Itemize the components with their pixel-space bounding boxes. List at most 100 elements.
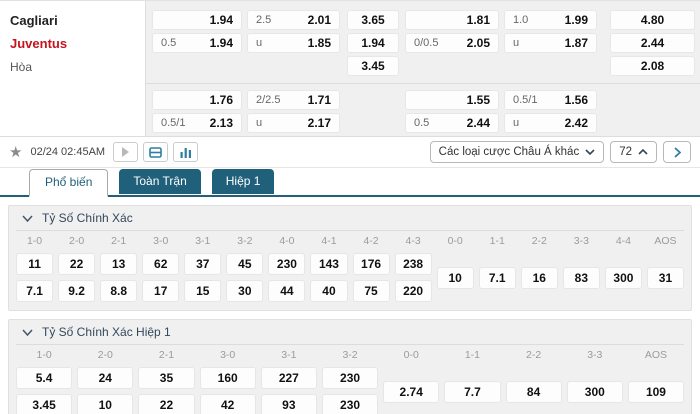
score-odds-cell[interactable]: 8.8 xyxy=(100,280,138,302)
odds-cell-over-under[interactable]: 2.5 2.01 xyxy=(247,10,340,30)
odds-cell-1x2[interactable]: 2.08 xyxy=(610,56,695,76)
score-odds-cell[interactable]: 17 xyxy=(142,280,180,302)
score-odds-cell[interactable]: 22 xyxy=(138,394,195,414)
score-odds-cell[interactable]: 84 xyxy=(505,380,562,403)
odds-cell-over-under[interactable]: 0.5/1 1.56 xyxy=(504,90,597,110)
odds-cell-handicap[interactable]: 0/0.5 2.05 xyxy=(405,33,499,53)
score-odds-cell[interactable]: 22 xyxy=(58,253,96,275)
stats-button[interactable] xyxy=(173,142,199,162)
score-odds-cell[interactable]: 109 xyxy=(627,380,685,403)
score-odds-cell[interactable]: 44 xyxy=(268,280,306,302)
score-odds-cell[interactable]: 230 xyxy=(268,253,306,275)
odds-cell-handicap[interactable]: 0.5/1 2.13 xyxy=(152,113,242,133)
odds-cell-handicap[interactable]: 1.76 xyxy=(152,90,242,110)
score-cell-wrap: 2.74 xyxy=(383,367,440,414)
score-odds-cell[interactable]: 2.74 xyxy=(383,380,440,403)
score-grid: 1-0 5.4 3.45 2-0 24 10 2-1 35 22 3-0 160… xyxy=(16,349,685,414)
score-odds-cell[interactable]: 16 xyxy=(520,266,558,289)
odds-cell-handicap[interactable]: 0.5 2.44 xyxy=(405,113,499,133)
score-odds-cell[interactable]: 62 xyxy=(142,253,180,275)
next-button[interactable] xyxy=(663,141,691,163)
score-odds-cell[interactable]: 300 xyxy=(604,266,642,289)
score-odds-cell[interactable]: 42 xyxy=(199,394,256,414)
odds-cell-1x2[interactable]: 3.45 xyxy=(347,56,399,76)
odds-cell-handicap[interactable]: 1.94 xyxy=(152,10,242,30)
odds-cell-over-under[interactable]: 2/2.5 1.71 xyxy=(247,90,340,110)
odds-cell-handicap[interactable]: 1.55 xyxy=(405,90,499,110)
score-column: 1-0 11 7.1 xyxy=(16,235,54,302)
odds-cell-over-under[interactable]: 1.0 1.99 xyxy=(504,10,597,30)
correct-score-header[interactable]: Tỷ Số Chính Xác xyxy=(16,206,684,231)
market-type-dropdown[interactable]: Các loại cược Châu Á khác xyxy=(429,141,605,163)
score-odds-cell[interactable]: 7.7 xyxy=(444,380,501,403)
odds-value: 2.05 xyxy=(466,36,490,50)
score-odds-cell[interactable]: 300 xyxy=(566,380,623,403)
score-cell-wrap: 31 xyxy=(646,253,684,302)
odds-cell-1x2[interactable]: 2.44 xyxy=(610,33,695,53)
score-odds-cell[interactable]: 230 xyxy=(321,367,379,389)
score-column: 2-0 22 9.2 xyxy=(58,235,96,302)
score-odds-cell[interactable]: 5.4 xyxy=(16,367,73,389)
score-odds-cell[interactable]: 10 xyxy=(77,394,134,414)
score-odds-cell[interactable]: 230 xyxy=(321,394,379,414)
market-count-button[interactable]: 72 xyxy=(610,141,657,163)
odds-cell-over-under[interactable]: u 2.42 xyxy=(504,113,597,133)
score-odds-cell[interactable]: 37 xyxy=(184,253,222,275)
score-odds-cell[interactable]: 9.2 xyxy=(58,280,96,302)
score-odds-cell[interactable]: 227 xyxy=(260,367,317,389)
odds-cell-over-under[interactable]: u 1.85 xyxy=(247,33,340,53)
score-odds-cell[interactable]: 40 xyxy=(310,280,348,302)
score-odds-cell[interactable]: 143 xyxy=(310,253,348,275)
odds-cell-1x2[interactable]: 4.80 xyxy=(610,10,695,30)
odds-value: 2.42 xyxy=(564,116,588,130)
odds-cell-handicap[interactable]: 0.5 1.94 xyxy=(152,33,242,53)
score-odds-cell[interactable]: 15 xyxy=(184,280,222,302)
score-odds-cell[interactable]: 75 xyxy=(352,280,390,302)
tab-popular[interactable]: Phổ biến xyxy=(29,169,109,197)
score-odds-cell[interactable]: 176 xyxy=(352,253,390,275)
line-value: u xyxy=(256,37,263,49)
score-odds-cell[interactable]: 93 xyxy=(260,394,317,414)
handicap-value: 0.5 xyxy=(414,117,430,129)
score-odds-cell[interactable]: 238 xyxy=(394,253,432,275)
score-odds-cell[interactable]: 24 xyxy=(77,367,134,389)
odds-cell-over-under[interactable]: u 1.87 xyxy=(504,33,597,53)
score-odds-cell[interactable]: 83 xyxy=(562,266,600,289)
odds-cell-over-under[interactable]: u 2.17 xyxy=(247,113,340,133)
live-stream-button[interactable] xyxy=(143,142,169,162)
odds-value: 1.76 xyxy=(209,93,233,107)
score-odds-cell[interactable]: 45 xyxy=(226,253,264,275)
score-label: AOS xyxy=(644,349,668,361)
score-odds-cell[interactable]: 30 xyxy=(226,280,264,302)
score-odds-cell[interactable]: 220 xyxy=(394,280,432,302)
score-column: 3-3 83 xyxy=(562,235,600,302)
score-odds-cell[interactable]: 13 xyxy=(100,253,138,275)
favorite-star-icon[interactable]: ★ xyxy=(9,144,23,161)
line-value: u xyxy=(513,37,520,49)
score-odds-cell[interactable]: 10 xyxy=(436,266,474,289)
score-odds-cell[interactable]: 7.1 xyxy=(16,280,54,302)
score-odds-cell[interactable]: 160 xyxy=(199,367,256,389)
odds-value: 1.94 xyxy=(209,13,233,27)
odds-cell-1x2[interactable]: 3.65 xyxy=(347,10,399,30)
correct-score-half-header[interactable]: Tỷ Số Chính Xác Hiệp 1 xyxy=(16,320,684,345)
score-column: AOS 109 xyxy=(627,349,685,414)
odds-cell-handicap[interactable]: 1.81 xyxy=(405,10,499,30)
toolbar: ★ 02/24 02:45AM Các loại cược Châu Á khá… xyxy=(0,137,700,168)
toolbar-right: Các loại cược Châu Á khác 72 xyxy=(429,141,691,163)
score-odds-cell[interactable]: 35 xyxy=(138,367,195,389)
tab-full-match[interactable]: Toàn Trận xyxy=(119,169,201,194)
score-odds-cell[interactable]: 31 xyxy=(646,266,684,289)
line-value: 2.5 xyxy=(256,14,272,26)
tab-first-half[interactable]: Hiệp 1 xyxy=(211,169,275,194)
score-column: 3-1 227 93 xyxy=(260,349,317,414)
odds-cell-1x2[interactable]: 1.94 xyxy=(347,33,399,53)
score-odds-cell[interactable]: 7.1 xyxy=(478,266,516,289)
match-odds-panel: Cagliari Juventus Hòa 1.94 0.5 1.94 2.5 … xyxy=(0,0,700,137)
correct-score-half-section: Tỷ Số Chính Xác Hiệp 1 1-0 5.4 3.45 2-0 … xyxy=(8,319,692,414)
score-label: 3-0 xyxy=(220,349,236,361)
score-odds-cell[interactable]: 11 xyxy=(16,253,54,275)
score-odds-cell[interactable]: 3.45 xyxy=(16,394,73,414)
play-button[interactable] xyxy=(113,142,139,162)
